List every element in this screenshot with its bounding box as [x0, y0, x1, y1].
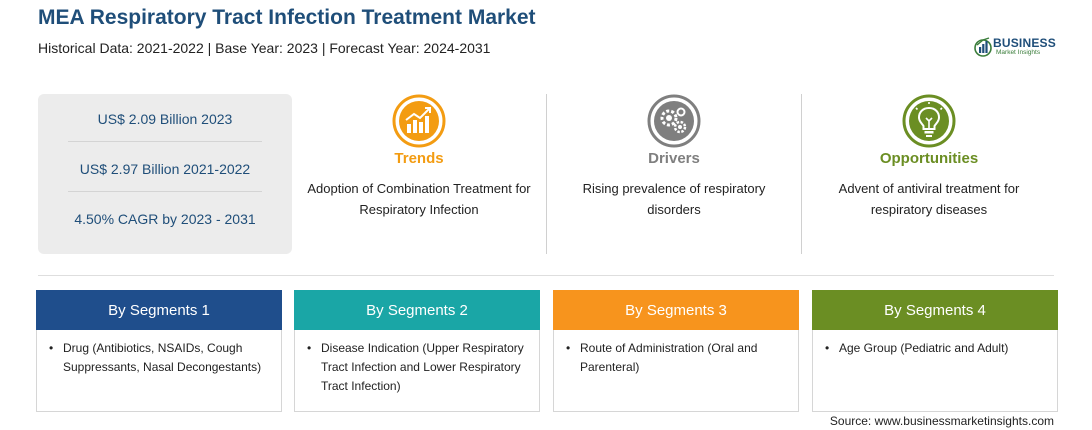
brand-logo: BUSINESS Market Insights: [974, 36, 1064, 60]
segment-card-1: By Segments 1 • Drug (Antibiotics, NSAID…: [36, 290, 282, 412]
stat-market-size-historical: US$ 2.97 Billion 2021-2022: [79, 161, 251, 177]
page-title: MEA Respiratory Tract Infection Treatmen…: [38, 6, 536, 29]
segment-card-2: By Segments 2 • Disease Indication (Uppe…: [294, 290, 540, 412]
segment-3-header: By Segments 3: [553, 290, 799, 330]
drivers-panel: Drivers Rising prevalence of respiratory…: [547, 94, 801, 254]
section-divider: [38, 275, 1054, 276]
stat-market-size-2023: US$ 2.09 Billion 2023: [97, 111, 233, 127]
growth-chart-icon: [392, 94, 446, 148]
column-divider: [546, 94, 547, 254]
stat-divider: [68, 191, 262, 192]
page-subtitle: Historical Data: 2021-2022 | Base Year: …: [38, 40, 491, 56]
gears-icon: [647, 94, 701, 148]
source-credit: Source: www.businessmarketinsights.com: [829, 414, 1054, 428]
bullet-icon: •: [49, 341, 54, 355]
segment-card-4: By Segments 4 • Age Group (Pediatric and…: [812, 290, 1058, 412]
logo-wordmark: BUSINESS: [993, 36, 1056, 50]
segment-3-text: Route of Administration (Oral and Parent…: [580, 341, 758, 374]
segment-4-list-item: • Age Group (Pediatric and Adult): [825, 339, 1051, 358]
opportunities-text: Advent of antiviral treatment for respir…: [838, 181, 1020, 217]
drivers-text: Rising prevalence of respiratory disorde…: [582, 181, 766, 217]
trends-title: Trends: [394, 150, 444, 167]
segment-4-header: By Segments 4: [812, 290, 1058, 330]
segment-2-list-item: • Disease Indication (Upper Respiratory …: [307, 339, 533, 396]
stat-divider: [68, 141, 262, 142]
opportunities-title: Opportunities: [879, 150, 979, 167]
segment-1-list-item: • Drug (Antibiotics, NSAIDs, Cough Suppr…: [49, 339, 275, 377]
bullet-icon: •: [566, 341, 571, 355]
segment-1-text: Drug (Antibiotics, NSAIDs, Cough Suppres…: [63, 341, 262, 374]
segment-3-list-item: • Route of Administration (Oral and Pare…: [566, 339, 792, 377]
segment-card-3: By Segments 3 • Route of Administration …: [553, 290, 799, 412]
trends-panel: Trends Adoption of Combination Treatment…: [292, 94, 546, 254]
segment-4-text: Age Group (Pediatric and Adult): [839, 341, 1009, 355]
bullet-icon: •: [825, 341, 830, 355]
segment-2-text: Disease Indication (Upper Respiratory Tr…: [321, 341, 524, 393]
drivers-title: Drivers: [648, 150, 700, 167]
stat-cagr: 4.50% CAGR by 2023 - 2031: [74, 211, 256, 227]
segment-1-header: By Segments 1: [36, 290, 282, 330]
column-divider: [801, 94, 802, 254]
logo-globe-icon: [974, 37, 992, 57]
segment-2-header: By Segments 2: [294, 290, 540, 330]
bullet-icon: •: [307, 341, 312, 355]
trends-text: Adoption of Combination Treatment for Re…: [307, 181, 531, 217]
key-stats-panel: US$ 2.09 Billion 2023 US$ 2.97 Billion 2…: [38, 94, 292, 254]
opportunities-panel: Opportunities Advent of antiviral treatm…: [802, 94, 1056, 254]
lightbulb-icon: [902, 94, 956, 148]
logo-tagline: Market Insights: [996, 49, 1041, 56]
